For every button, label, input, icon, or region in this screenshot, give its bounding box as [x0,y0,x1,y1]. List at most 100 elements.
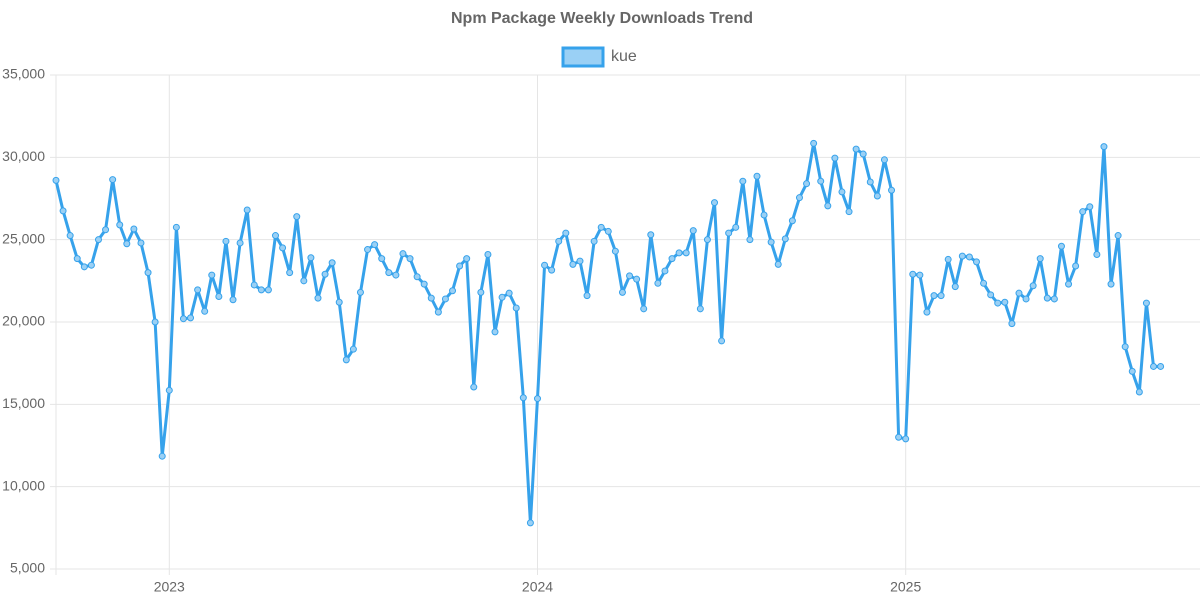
x-tick-label: 2024 [522,579,553,595]
data-point [611,247,619,255]
data-point [498,293,506,301]
data-point [236,239,244,247]
data-point [767,238,775,246]
data-point [342,356,350,364]
data-point [73,255,81,263]
y-tick-label: 35,000 [2,66,45,82]
x-tick-label: 2025 [890,579,921,595]
data-point [604,227,612,235]
data-point [477,288,485,296]
data-point [364,246,372,254]
data-point [300,277,308,285]
data-point [902,435,910,443]
x-tick-label: 2023 [154,579,185,595]
data-point [916,271,924,279]
data-point [1001,298,1009,306]
data-point [675,249,683,257]
data-point [711,199,719,207]
data-point [201,307,209,315]
data-point [257,286,265,294]
data-point [328,259,336,267]
data-point [94,236,102,244]
data-point [958,252,966,260]
data-point [1157,362,1165,370]
data-point [434,308,442,316]
data-point [576,257,584,265]
data-point [208,271,216,279]
data-point [972,258,980,266]
data-point [144,269,152,277]
chart-title: Npm Package Weekly Downloads Trend [451,10,753,27]
data-point [406,255,414,263]
data-point [1050,295,1058,303]
legend-swatch [561,46,605,68]
data-point [739,177,747,185]
y-tick-label: 10,000 [2,477,45,493]
data-point [392,271,400,279]
data-point [965,253,973,261]
legend-label: kue [611,48,637,65]
data-point [116,221,124,229]
data-point [1072,262,1080,270]
data-point [399,250,407,258]
data-line [54,141,1161,525]
data-point [179,315,187,323]
data-point [272,232,280,240]
data-point [803,180,811,188]
data-point [165,386,173,394]
data-point [1029,282,1037,290]
y-tick-label: 20,000 [2,313,45,329]
data-point [1057,242,1065,250]
data-point [838,188,846,196]
data-point [1079,208,1087,216]
data-point [1142,299,1150,307]
data-point [441,295,449,303]
data-point [222,237,230,245]
data-point [880,156,888,164]
data-point [1114,232,1122,240]
data-point [626,272,634,280]
data-point [909,270,917,278]
data-point [413,273,421,281]
data-point [859,150,867,158]
data-point [151,318,159,326]
data-point [505,289,513,297]
data-point [243,206,251,214]
data-point [845,208,853,216]
data-point [378,255,386,263]
data-point [279,244,287,252]
data-point [52,176,60,184]
data-point [753,172,761,180]
data-point [590,237,598,245]
data-point [703,236,711,244]
data-point [172,223,180,231]
data-point [427,294,435,302]
y-tick-label: 30,000 [2,148,45,164]
data-point [123,240,131,248]
data-point [718,337,726,345]
data-point [937,292,945,300]
data-point [696,305,704,313]
data-point [746,236,754,244]
data-point [1135,388,1143,396]
data-point [852,145,860,153]
data-point [760,211,768,219]
data-point [618,288,626,296]
data-point [668,255,676,263]
data-point [491,328,499,336]
data-point [788,217,796,225]
data-point [944,255,952,263]
data-point [512,304,520,312]
data-point [349,345,357,353]
data-point [456,262,464,270]
data-point [994,299,1002,307]
data-point [597,223,605,231]
data-point [541,261,549,269]
data-point [640,305,648,313]
data-point [484,250,492,258]
data-point [1008,320,1016,328]
data-point [817,177,825,185]
data-point [1107,280,1115,288]
